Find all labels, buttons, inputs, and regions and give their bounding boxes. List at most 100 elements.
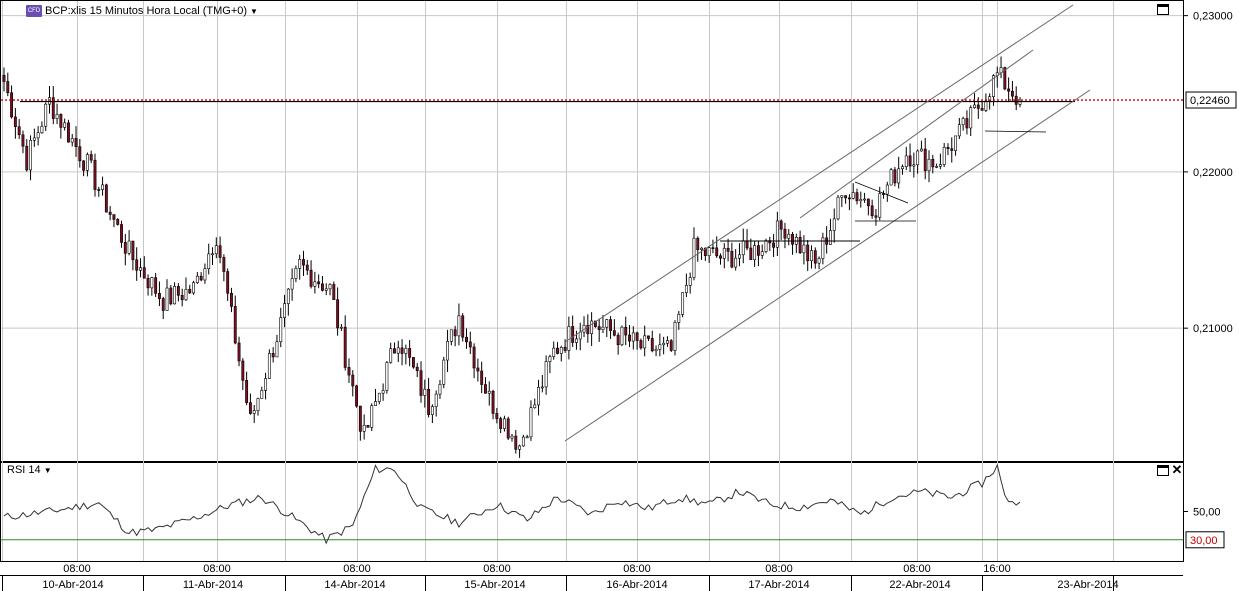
candle-body bbox=[491, 390, 495, 414]
date-label: 16-Abr-2014 bbox=[606, 579, 667, 591]
candle-body bbox=[544, 361, 548, 388]
candle-body bbox=[157, 293, 161, 299]
date-label: 14-Abr-2014 bbox=[324, 579, 385, 591]
candle-body bbox=[139, 267, 142, 271]
candle-body bbox=[51, 97, 55, 119]
candle-body bbox=[321, 283, 324, 291]
candle-body bbox=[518, 445, 522, 450]
candle-body bbox=[741, 240, 745, 256]
candle-body bbox=[184, 288, 188, 301]
candle-body bbox=[298, 259, 302, 269]
candle-body bbox=[510, 435, 514, 439]
candle-body bbox=[123, 242, 127, 254]
candle-body bbox=[662, 342, 666, 346]
caret-down-icon[interactable]: ▼ bbox=[43, 466, 52, 475]
candle-body bbox=[836, 196, 840, 220]
current-price-box bbox=[1185, 91, 1237, 109]
caret-down-icon[interactable]: ▼ bbox=[250, 6, 258, 16]
candle-body bbox=[870, 205, 874, 217]
price-tick-label: 0,21000 bbox=[1193, 323, 1233, 335]
candle-body bbox=[207, 253, 211, 269]
candle-body bbox=[40, 125, 44, 134]
candle-body bbox=[791, 233, 794, 245]
date-label: 23-Abr-2014 bbox=[1057, 579, 1118, 591]
rsi-header[interactable]: RSI 14 ▼ bbox=[7, 464, 52, 476]
candle-body bbox=[734, 257, 738, 268]
candle-body bbox=[635, 332, 639, 341]
candle-body bbox=[142, 267, 146, 279]
candle-body bbox=[715, 247, 719, 257]
candle-body bbox=[571, 326, 575, 343]
maximize-price-panel-icon[interactable] bbox=[1157, 4, 1169, 15]
candle-body bbox=[863, 198, 867, 201]
candle-body bbox=[703, 247, 707, 256]
candle-body bbox=[347, 367, 351, 376]
candle-body bbox=[67, 122, 70, 143]
candle-body bbox=[389, 348, 393, 363]
candle-body bbox=[756, 245, 760, 256]
close-rsi-panel-icon[interactable]: ✕ bbox=[1171, 462, 1183, 477]
candle-body bbox=[222, 257, 226, 272]
candle-body bbox=[889, 169, 893, 186]
candle-body bbox=[992, 75, 995, 97]
candle-body bbox=[131, 240, 135, 261]
candle-body bbox=[339, 326, 343, 329]
rsi-title[interactable]: RSI 14 bbox=[7, 464, 41, 476]
date-label: 15-Abr-2014 bbox=[464, 579, 525, 591]
candle-body bbox=[984, 100, 988, 111]
candle-body bbox=[180, 295, 184, 301]
candle-body bbox=[810, 250, 813, 262]
candle-body bbox=[829, 230, 832, 245]
candle-body bbox=[919, 148, 923, 152]
candle-body bbox=[639, 340, 643, 349]
candle-body bbox=[275, 341, 279, 358]
candle-body bbox=[616, 334, 620, 345]
candle-body bbox=[874, 215, 878, 218]
candle-body bbox=[108, 211, 112, 215]
candle-body bbox=[127, 240, 131, 254]
candle-body bbox=[586, 324, 590, 334]
candle-body bbox=[434, 393, 438, 407]
date-label: 11-Abr-2014 bbox=[183, 579, 243, 591]
candle-body bbox=[203, 268, 207, 281]
candle-body bbox=[468, 341, 472, 348]
candle-body bbox=[2, 74, 6, 82]
symbol-header[interactable]: CFD BCP:xlis 15 Minutos Hora Local (TMG+… bbox=[26, 4, 258, 18]
candle-body bbox=[396, 347, 400, 354]
candle-body bbox=[711, 247, 715, 249]
candle-body bbox=[381, 390, 385, 394]
candle-body bbox=[624, 326, 628, 336]
symbol-label[interactable]: BCP:xlis 15 Minutos Hora Local (TMG+0) bbox=[45, 5, 248, 17]
candle-body bbox=[817, 258, 821, 264]
candle-body bbox=[279, 317, 283, 343]
channel-lower-line bbox=[564, 89, 1091, 442]
candle-body bbox=[233, 306, 237, 344]
candle-body bbox=[36, 132, 40, 139]
candle-body bbox=[965, 118, 969, 129]
candle-body bbox=[772, 242, 776, 248]
rsi-tick-label: 50,00 bbox=[1193, 507, 1221, 519]
maximize-rsi-panel-icon[interactable] bbox=[1157, 465, 1169, 476]
candle-body bbox=[404, 348, 408, 354]
candle-body bbox=[1018, 99, 1022, 105]
price-tick-label: 0,22000 bbox=[1193, 167, 1233, 179]
candle-body bbox=[502, 418, 506, 429]
candle-body bbox=[245, 380, 249, 403]
candle-body bbox=[415, 366, 419, 371]
candle-body bbox=[211, 253, 214, 256]
hour-label: 08:00 bbox=[903, 563, 931, 575]
hour-label: 08:00 bbox=[63, 563, 91, 575]
price-panel bbox=[0, 0, 1184, 462]
candle-body bbox=[745, 240, 749, 249]
candle-body bbox=[650, 338, 654, 352]
candle-body bbox=[324, 288, 328, 291]
candle-body bbox=[286, 288, 290, 304]
candle-body bbox=[938, 164, 942, 167]
candle-body bbox=[427, 388, 431, 415]
candle-body bbox=[935, 166, 939, 168]
candle-body bbox=[154, 277, 158, 294]
date-label: 17-Abr-2014 bbox=[748, 579, 809, 591]
candle-body bbox=[506, 418, 510, 439]
candle-body bbox=[343, 326, 347, 368]
